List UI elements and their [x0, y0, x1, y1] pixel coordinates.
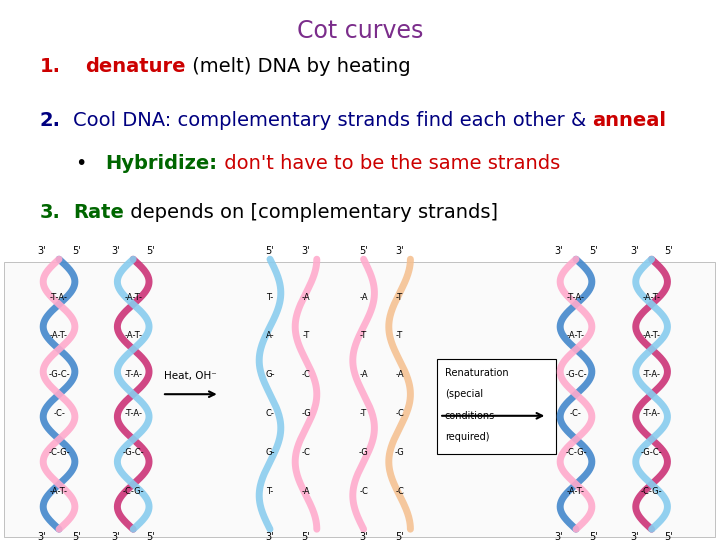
Text: 3': 3' [37, 532, 46, 540]
Text: G-: G- [265, 370, 275, 379]
Text: -C-: -C- [570, 409, 582, 418]
Text: 3': 3' [302, 246, 310, 256]
Text: -T-A-: -T-A- [124, 409, 142, 418]
Text: -G-C-: -G-C- [641, 448, 662, 457]
Text: -A: -A [359, 293, 368, 301]
Text: -G: -G [301, 409, 311, 418]
Text: A-: A- [266, 332, 274, 340]
Text: 3': 3' [630, 246, 639, 256]
Text: -A-T-: -A-T- [124, 293, 142, 301]
Text: 5': 5' [146, 246, 155, 256]
Text: -A-T-: -A-T- [643, 332, 661, 340]
Text: 3.: 3. [40, 202, 60, 221]
Text: 3': 3' [112, 532, 120, 540]
Text: 3': 3' [554, 532, 563, 540]
Text: -A: -A [395, 370, 404, 379]
Text: -A-T-: -A-T- [567, 332, 585, 340]
Text: -T: -T [396, 293, 403, 301]
Text: 2.: 2. [40, 111, 60, 130]
Text: -A: -A [302, 487, 310, 496]
Text: depends on [complementary strands]: depends on [complementary strands] [124, 202, 498, 221]
Text: -C-: -C- [53, 409, 65, 418]
Text: Rate: Rate [73, 202, 124, 221]
Text: 3': 3' [266, 532, 274, 540]
Text: 5': 5' [146, 532, 155, 540]
Text: 5': 5' [665, 246, 673, 256]
Text: -T-A-: -T-A- [643, 409, 661, 418]
Text: Cot curves: Cot curves [297, 19, 423, 43]
Text: 5': 5' [665, 532, 673, 540]
Text: -T-A-: -T-A- [124, 370, 142, 379]
Text: -A-T-: -A-T- [567, 487, 585, 496]
Text: C-: C- [266, 409, 274, 418]
Text: 5': 5' [395, 532, 404, 540]
Text: -A: -A [302, 293, 310, 301]
Text: -C: -C [302, 370, 310, 379]
Text: -T: -T [360, 332, 367, 340]
Text: 1.: 1. [40, 57, 60, 76]
Text: 5': 5' [72, 246, 81, 256]
Text: don't have to be the same strands: don't have to be the same strands [217, 154, 560, 173]
Text: (special: (special [445, 389, 483, 399]
Text: •: • [76, 154, 87, 173]
Text: conditions: conditions [445, 411, 495, 421]
Text: Heat, OH⁻: Heat, OH⁻ [164, 370, 217, 381]
Text: 5': 5' [359, 246, 368, 256]
Text: -T: -T [360, 409, 367, 418]
Text: -G-C-: -G-C- [565, 370, 587, 379]
Text: 5': 5' [266, 246, 274, 256]
Text: (melt) DNA by heating: (melt) DNA by heating [186, 57, 410, 76]
Text: -G-C-: -G-C- [48, 370, 70, 379]
Text: -G-C-: -G-C- [122, 448, 144, 457]
Text: Renaturation: Renaturation [445, 368, 508, 377]
Text: -C: -C [359, 487, 368, 496]
Text: -C: -C [302, 448, 310, 457]
Text: Hybridize:: Hybridize: [106, 154, 217, 173]
Text: 3': 3' [630, 532, 639, 540]
Text: Cool DNA: complementary strands find each other &: Cool DNA: complementary strands find eac… [73, 111, 593, 130]
Text: -A-T-: -A-T- [50, 487, 68, 496]
Text: T-: T- [266, 293, 274, 301]
FancyBboxPatch shape [437, 359, 556, 454]
Text: denature: denature [86, 57, 186, 76]
Text: 3': 3' [37, 246, 46, 256]
Text: -C-G-: -C-G- [48, 448, 70, 457]
Text: 3': 3' [554, 246, 563, 256]
Text: 3': 3' [359, 532, 368, 540]
Text: -T-A-: -T-A- [567, 293, 585, 301]
FancyBboxPatch shape [4, 262, 715, 537]
Text: 5': 5' [589, 532, 598, 540]
Text: -C-G-: -C-G- [122, 487, 144, 496]
Text: -T: -T [396, 332, 403, 340]
Text: T-: T- [266, 487, 274, 496]
Text: G-: G- [265, 448, 275, 457]
Text: -A: -A [359, 370, 368, 379]
Text: required): required) [445, 433, 490, 442]
Text: 3': 3' [395, 246, 404, 256]
Text: -A-T-: -A-T- [643, 293, 661, 301]
Text: -A-T-: -A-T- [124, 332, 142, 340]
Text: 3': 3' [112, 246, 120, 256]
Text: 5': 5' [589, 246, 598, 256]
Text: -T: -T [302, 332, 310, 340]
Text: 5': 5' [72, 532, 81, 540]
Text: -T-A-: -T-A- [643, 370, 661, 379]
Text: -G: -G [359, 448, 369, 457]
Text: -T-A-: -T-A- [50, 293, 68, 301]
Text: 5': 5' [302, 532, 310, 540]
Text: -G: -G [395, 448, 405, 457]
Text: -C: -C [395, 409, 404, 418]
Text: -C: -C [395, 487, 404, 496]
Text: -C-G-: -C-G- [641, 487, 662, 496]
Text: -C-G-: -C-G- [565, 448, 587, 457]
Text: anneal: anneal [593, 111, 667, 130]
Text: -A-T-: -A-T- [50, 332, 68, 340]
